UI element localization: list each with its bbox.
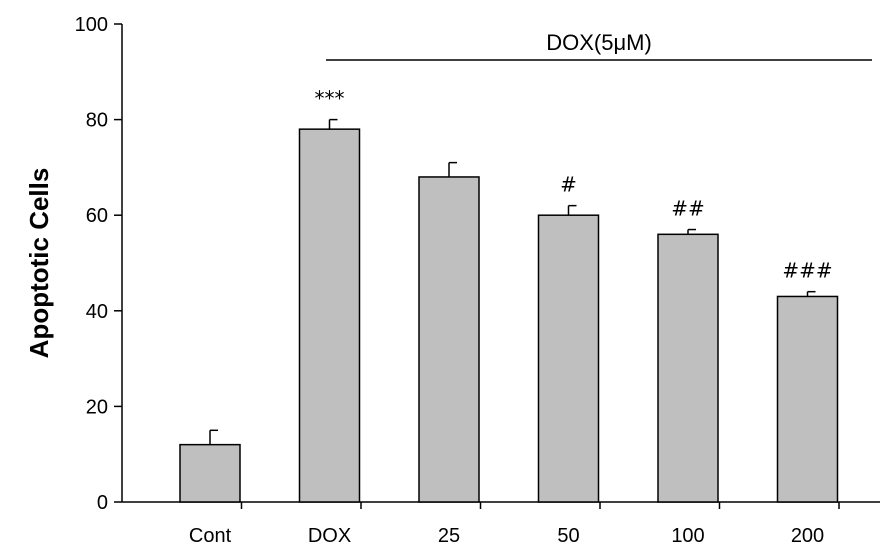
x-tick-label: 200 [791, 525, 824, 547]
y-axis-label: Apoptotic Cells [24, 168, 54, 359]
significance-label: *** [315, 87, 345, 111]
y-tick-label: 80 [86, 110, 108, 132]
x-tick-label: 50 [557, 525, 579, 547]
y-tick-label: 100 [75, 14, 108, 36]
bar [657, 233, 719, 503]
y-tick-label: 60 [86, 205, 108, 227]
bar [418, 176, 480, 503]
significance-label: ### [782, 259, 832, 283]
plot-area: 0 20 40 60 80 100 Cont DOX *** 25 50 #100 ## 200 ### DO… [75, 14, 880, 547]
bar [179, 443, 241, 503]
y-tick-label: 0 [97, 492, 108, 514]
x-tick-label: 25 [438, 525, 460, 547]
x-tick-label: DOX [308, 525, 351, 547]
y-tick-label: 40 [86, 301, 108, 323]
dox-bracket-label: DOX(5μM) [546, 30, 652, 55]
x-tick-label: Cont [189, 525, 232, 547]
bar [776, 295, 839, 503]
significance-label: # [560, 173, 577, 197]
significance-label: ## [671, 197, 705, 221]
y-tick-label: 20 [86, 396, 108, 418]
bar [298, 128, 361, 503]
bar [537, 214, 600, 503]
x-tick-label: 100 [671, 525, 704, 547]
